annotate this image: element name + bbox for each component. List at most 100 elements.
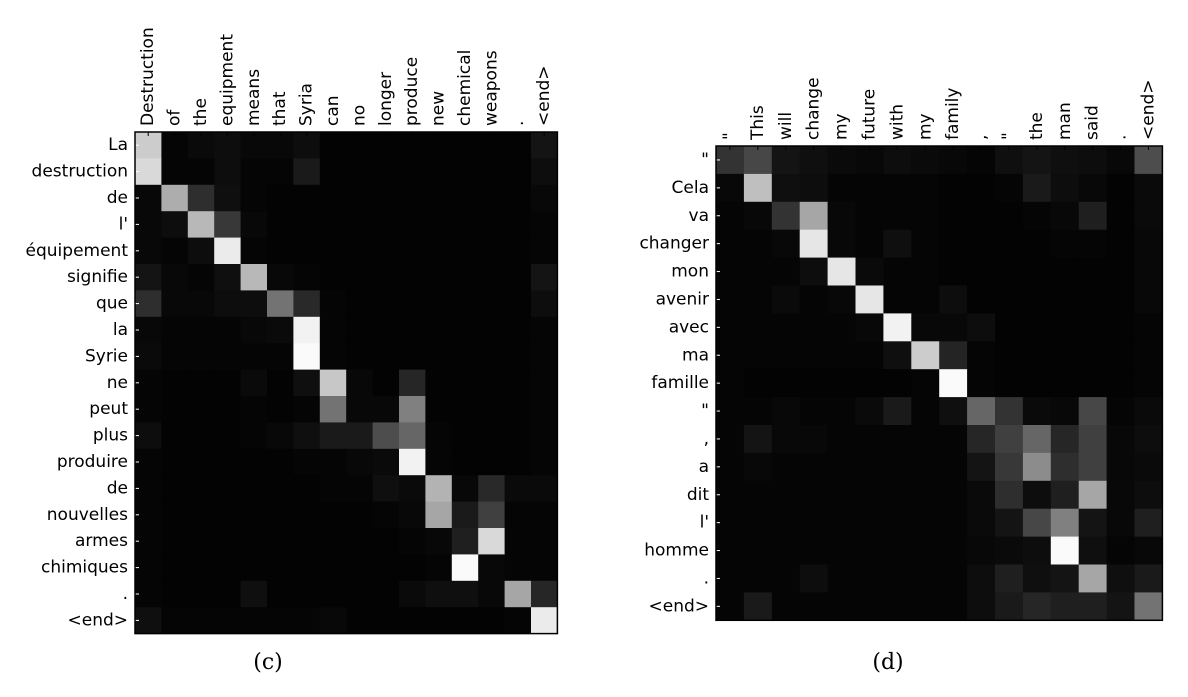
- heatmap-cell: [214, 448, 241, 476]
- heatmap-cell: [716, 480, 745, 510]
- y-tick-label: <end>: [648, 596, 709, 616]
- x-tick-label: Syria: [297, 83, 317, 126]
- heatmap-cell: [743, 201, 773, 231]
- heatmap-cell: [716, 313, 745, 342]
- heatmap-cell: [372, 448, 400, 476]
- heatmap-cell: [967, 536, 996, 565]
- heatmap-cell: [372, 501, 400, 529]
- heatmap-cell: [319, 396, 347, 423]
- heatmap-cell: [372, 528, 400, 555]
- heatmap-cell: [319, 290, 347, 318]
- heatmap-cell: [319, 237, 347, 265]
- heatmap-cell: [240, 422, 268, 450]
- heatmap-cell: [995, 257, 1024, 286]
- heatmap-cell: [827, 536, 856, 565]
- heatmap-cell: [425, 422, 453, 450]
- heatmap-cell: [504, 396, 532, 423]
- y-tick-label: ": [701, 150, 709, 170]
- heatmap-cell: [531, 316, 558, 344]
- heatmap-cell: [319, 448, 347, 476]
- heatmap-cell: [743, 229, 773, 258]
- y-tick-label: .: [704, 568, 709, 588]
- heatmap-cell: [883, 201, 912, 231]
- heatmap-cell: [1134, 173, 1163, 203]
- y-tick-label: La: [108, 135, 128, 155]
- y-tick-label: de: [107, 478, 128, 498]
- heatmap-cell: [995, 313, 1024, 342]
- heatmap-cell: [451, 422, 479, 450]
- heatmap-cell: [187, 607, 215, 634]
- heatmap-cell: [1022, 229, 1052, 258]
- heatmap-cell: [187, 290, 215, 318]
- heatmap-cell: [346, 369, 373, 397]
- heatmap-cell: [1134, 257, 1163, 286]
- heatmap-cell: [995, 201, 1024, 231]
- y-tick-label: .: [123, 584, 128, 604]
- heatmap-cell: [855, 146, 884, 175]
- heatmap-cell: [911, 229, 940, 258]
- heatmap-cell: [716, 397, 745, 426]
- heatmap-cell: [161, 132, 189, 159]
- heatmap-cell: [1134, 146, 1163, 175]
- heatmap-cell: [855, 285, 884, 314]
- heatmap-cell: [425, 396, 453, 423]
- heatmap-cell: [425, 501, 453, 529]
- heatmap-cell: [240, 264, 268, 291]
- heatmap-cell: [1050, 369, 1080, 398]
- heatmap-cell: [995, 425, 1024, 454]
- heatmap-cell: [135, 264, 162, 291]
- heatmap-cell: [425, 290, 453, 318]
- heatmap-cell: [1134, 592, 1163, 621]
- heatmap-cell: [799, 229, 828, 258]
- heatmap-cell: [240, 211, 268, 238]
- heatmap-cell: [267, 607, 294, 634]
- heatmap-cell: [771, 592, 801, 621]
- heatmap-cell: [451, 554, 479, 582]
- heatmap-cell: [911, 564, 940, 593]
- heatmap-cell: [939, 369, 968, 398]
- heatmap-cell: [827, 341, 856, 370]
- heatmap-cell: [771, 536, 801, 565]
- caption-d: (d): [872, 650, 903, 675]
- heatmap-cell: [799, 201, 828, 231]
- heatmap-panel-c: Destruction of the equipment means that Syria c…: [26, 27, 559, 675]
- heatmap-cell: [799, 508, 828, 537]
- y-tick-label: Syrie: [85, 346, 128, 366]
- heatmap-cell: [399, 132, 426, 159]
- heatmap-cell: [267, 422, 294, 450]
- heatmap-cell: [799, 313, 828, 342]
- heatmap-cell: [187, 554, 215, 582]
- heatmap-cell: [771, 397, 801, 426]
- heatmap-cell: [939, 592, 968, 621]
- heatmap-cell: [743, 313, 773, 342]
- heatmap-cell: [161, 369, 189, 397]
- y-tick-label: homme: [644, 541, 709, 561]
- heatmap-cell: [883, 285, 912, 314]
- heatmap-cell: [399, 607, 426, 634]
- heatmap-cell: [161, 264, 189, 291]
- heatmap-cell: [399, 211, 426, 238]
- heatmap-cell: [399, 343, 426, 370]
- heatmap-cell: [293, 158, 321, 186]
- heatmap-cell: [504, 580, 532, 608]
- heatmap-cell: [161, 316, 189, 344]
- heatmap-cell: [911, 313, 940, 342]
- heatmap-cell: [1078, 313, 1107, 342]
- heatmap-cells-d: [716, 146, 1163, 621]
- x-tick-labels-d: " This will change my future with my family, " the…: [720, 77, 1158, 150]
- heatmap-cell: [883, 508, 912, 537]
- heatmap-cell: [425, 528, 453, 555]
- heatmap-cell: [135, 528, 162, 555]
- heatmap-cell: [911, 425, 940, 454]
- heatmap-cell: [799, 564, 828, 593]
- heatmap-cell: [771, 285, 801, 314]
- heatmap-cell: [478, 184, 505, 212]
- heatmap-cell: [967, 592, 996, 621]
- heatmap-cell: [504, 448, 532, 476]
- heatmap-cell: [425, 343, 453, 370]
- heatmap-cell: [267, 580, 294, 608]
- heatmap-cell: [451, 369, 479, 397]
- heatmap-cell: [187, 369, 215, 397]
- heatmap-cell: [135, 290, 162, 318]
- heatmap-cell: [478, 237, 505, 265]
